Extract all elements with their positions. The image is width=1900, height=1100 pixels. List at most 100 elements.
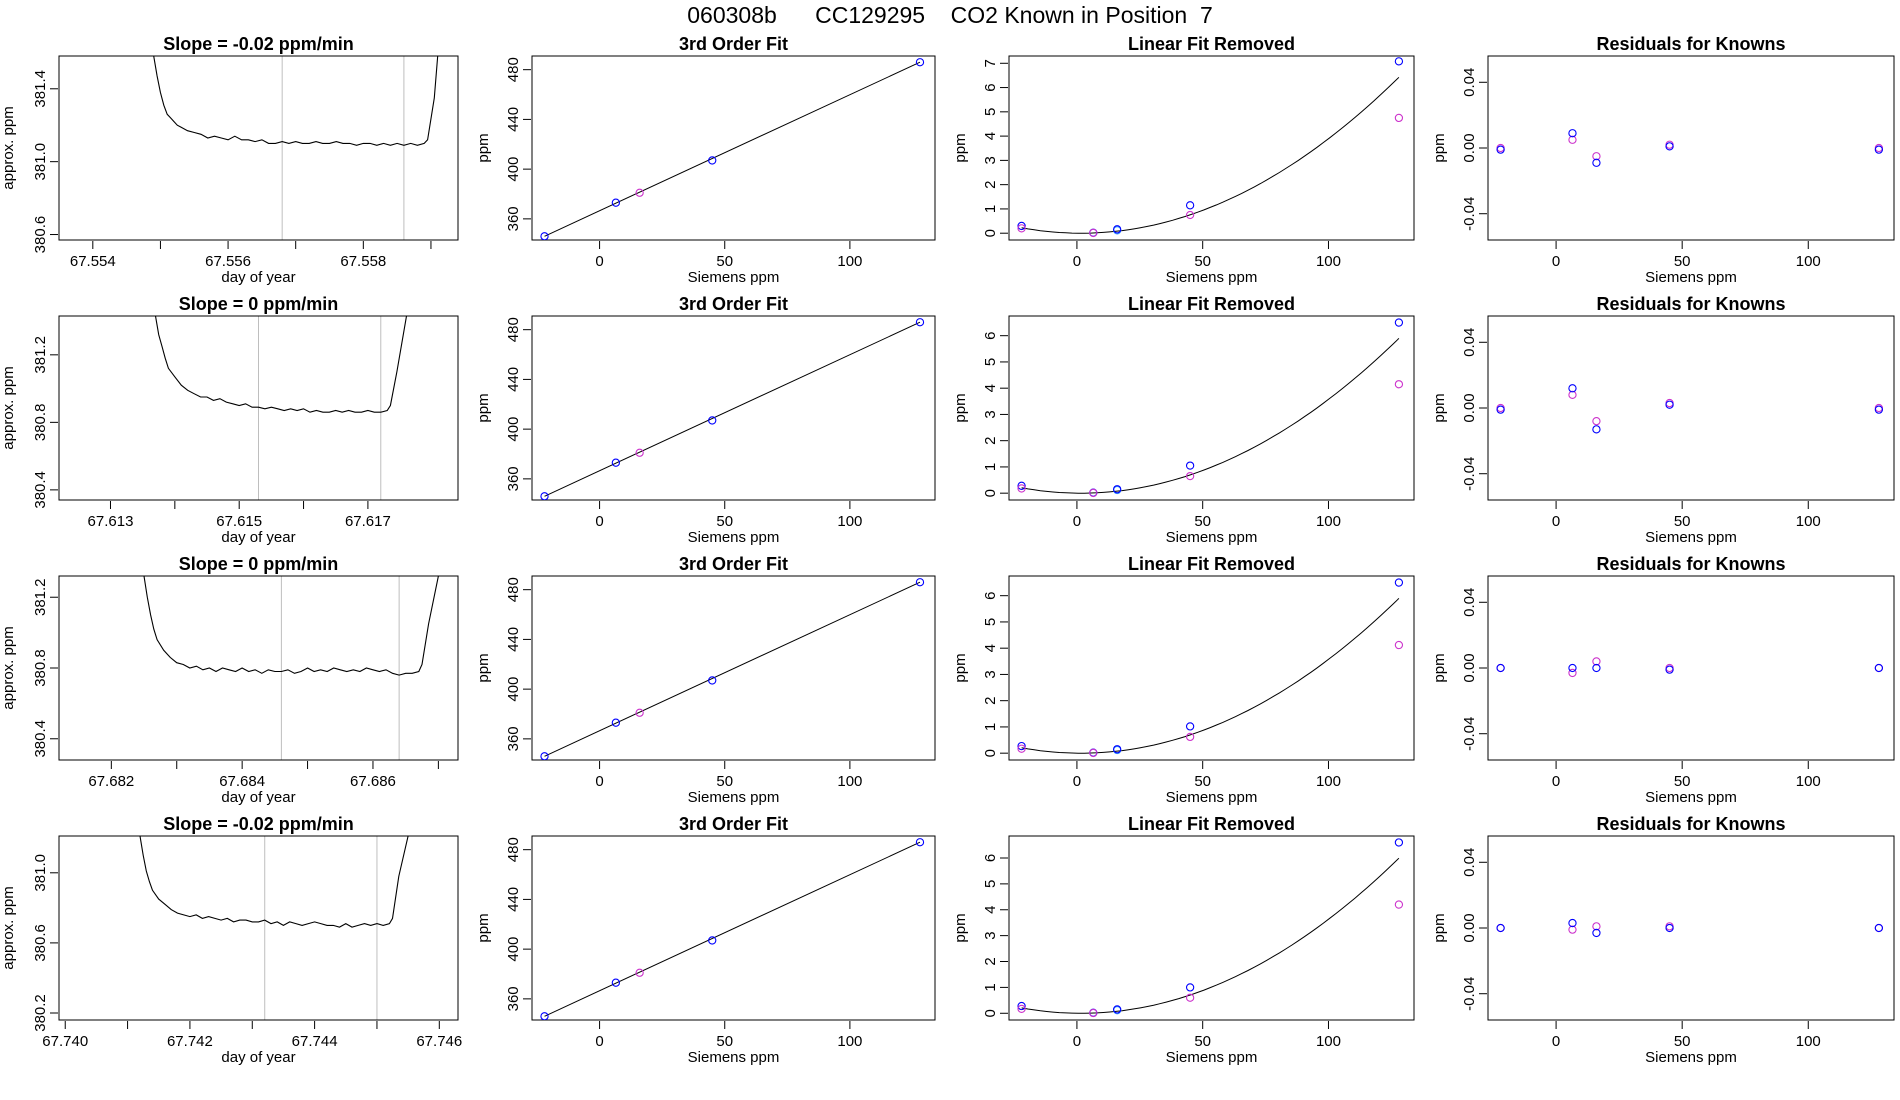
data-point: [611, 718, 621, 727]
y-tick-label: 1: [982, 463, 999, 471]
y-tick-label: 4: [982, 906, 999, 914]
y-axis-label: ppm: [1431, 393, 1448, 422]
y-tick-label: 0.04: [1461, 588, 1478, 617]
data-point: [540, 1012, 549, 1020]
data-point: [1568, 925, 1577, 934]
chart-panel-r4c2: 3rd Order Fit 0 50 100 Siemens ppm 360 400 440 4…: [475, 814, 936, 1066]
y-tick-label: 4: [982, 132, 999, 140]
data-point: [540, 752, 549, 760]
plot-frame: [1008, 315, 1415, 501]
y-tick-label: 381.2: [32, 578, 49, 616]
y-tick-label: 3: [982, 410, 999, 418]
data-point: [1185, 993, 1195, 1002]
plot-area: [1496, 918, 1884, 938]
data-point: [1874, 145, 1884, 154]
x-tick-label: 0: [1552, 253, 1560, 270]
fit-curve: [1021, 338, 1400, 494]
y-tick-label: 380.4: [32, 471, 49, 509]
chart-panel-r2c4: Residuals for Knowns 0 50 100 Siemens ppm -0.…: [1431, 294, 1895, 546]
y-axis-label: ppm: [475, 133, 492, 162]
y-tick-label: 480: [505, 317, 522, 342]
y-tick-label: -0.04: [1461, 977, 1478, 1011]
fit-curve: [1021, 598, 1400, 754]
x-tick-label: 0: [1073, 513, 1081, 530]
y-tick-label: 440: [505, 887, 522, 912]
data-point: [540, 492, 549, 500]
x-axis-label: Siemens ppm: [1645, 1049, 1737, 1066]
plot-area: [139, 836, 409, 928]
chart-title: Linear Fit Removed: [1128, 814, 1295, 834]
y-tick-label: 381.2: [32, 336, 49, 374]
chart-panel-r3c3: Linear Fit Removed 0 50 100 Siemens ppm 0 1 2 3 4…: [952, 554, 1415, 806]
y-tick-label: 5: [982, 618, 999, 626]
y-tick-label: 3: [982, 156, 999, 164]
chart-title: 3rd Order Fit: [679, 34, 788, 54]
x-tick-label: 50: [1674, 1033, 1691, 1050]
plot-area: [154, 316, 408, 413]
data-point: [915, 318, 925, 327]
data-point: [1089, 748, 1098, 758]
y-tick-label: 2: [982, 180, 999, 188]
y-tick-label: 6: [982, 854, 999, 862]
data-point: [611, 458, 621, 467]
y-tick-label: 400: [505, 157, 522, 182]
plot-frame: [1008, 575, 1415, 761]
x-axis-label: day of year: [221, 789, 295, 806]
y-tick-label: 380.6: [32, 216, 49, 254]
y-tick-label: 400: [505, 677, 522, 702]
chart-panel-r1c3: Linear Fit Removed 0 50 100 Siemens ppm 0 1 2 3 4…: [952, 34, 1415, 286]
x-tick-label: 0: [1073, 773, 1081, 790]
chart-title: 3rd Order Fit: [679, 814, 788, 834]
y-tick-label: -0.04: [1461, 717, 1478, 751]
y-axis-label: ppm: [475, 653, 492, 682]
x-axis-label: Siemens ppm: [1166, 1049, 1258, 1066]
y-tick-label: 480: [505, 837, 522, 862]
data-point: [1665, 142, 1674, 151]
chart-panel-r1c2: 3rd Order Fit 0 50 100 Siemens ppm 360 400 440 4…: [475, 34, 936, 286]
chart-title: Residuals for Knowns: [1596, 294, 1785, 314]
y-tick-label: 4: [982, 384, 999, 392]
y-axis-label: approx. ppm: [0, 366, 17, 449]
data-point: [915, 578, 925, 587]
x-tick-label: 0: [595, 773, 603, 790]
data-point: [1185, 983, 1195, 992]
chart-title: 3rd Order Fit: [679, 554, 788, 574]
data-point: [1592, 657, 1601, 666]
y-tick-label: 400: [505, 417, 522, 442]
y-axis-label: ppm: [475, 393, 492, 422]
x-tick-label: 50: [1674, 513, 1691, 530]
plot-area: [153, 56, 439, 146]
plot-frame: [1487, 575, 1895, 761]
data-point: [1874, 143, 1884, 153]
data-point: [1113, 1005, 1122, 1014]
y-tick-label: 2: [982, 697, 999, 705]
plot-area: [1017, 318, 1404, 498]
data-point: [1568, 135, 1577, 144]
plot-frame: [1008, 55, 1415, 241]
plot-area: [143, 576, 439, 676]
data-point: [1185, 722, 1195, 731]
x-tick-label: 100: [1316, 773, 1341, 790]
plot-area: [1017, 57, 1404, 238]
y-axis-label: approx. ppm: [0, 626, 17, 709]
plot-frame: [58, 835, 459, 1021]
x-tick-label: 100: [1796, 253, 1821, 270]
data-point: [611, 198, 621, 207]
data-point: [1017, 484, 1026, 493]
y-tick-label: 1: [982, 205, 999, 213]
y-tick-label: 0.00: [1461, 393, 1478, 422]
data-point: [708, 156, 717, 165]
data-point: [1665, 665, 1674, 674]
data-point: [540, 232, 549, 240]
y-axis-label: ppm: [1431, 653, 1448, 682]
y-tick-label: 6: [982, 83, 999, 91]
y-tick-label: 1: [982, 983, 999, 991]
chart-panel-r4c3: Linear Fit Removed 0 50 100 Siemens ppm 0 1 2 3 4…: [952, 814, 1415, 1066]
data-point: [1017, 744, 1026, 753]
y-tick-label: 360: [505, 206, 522, 231]
y-tick-label: 5: [982, 108, 999, 116]
page-title: 060308b CC129295 CO2 Known in Position 7: [687, 2, 1213, 28]
x-tick-label: 100: [1796, 513, 1821, 530]
y-axis-label: ppm: [952, 913, 969, 942]
